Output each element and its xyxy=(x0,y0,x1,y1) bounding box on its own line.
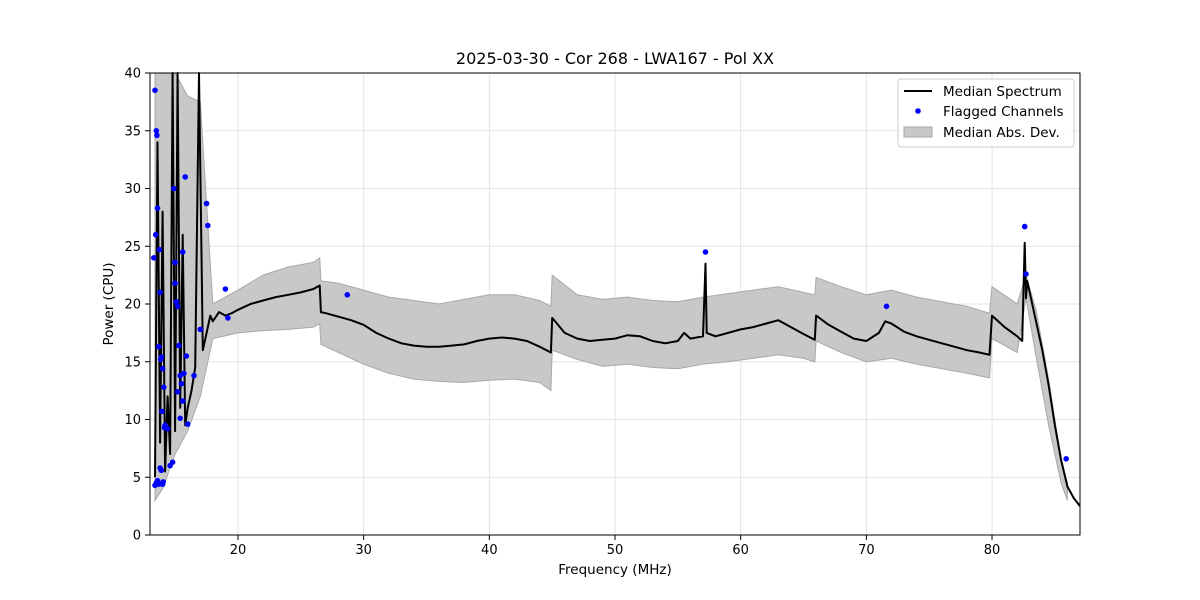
flagged-channel-point xyxy=(154,132,160,139)
y-tick-label: 40 xyxy=(124,67,141,82)
flagged-channel-point xyxy=(151,254,157,261)
median-spectrum-line xyxy=(154,72,1081,507)
median-line-layer xyxy=(154,72,1081,507)
flagged-channel-point xyxy=(154,205,161,211)
x-axis-label: Frequency (MHz) xyxy=(558,562,671,578)
chart-title: 2025-03-30 - Cor 268 - LWA167 - Pol XX xyxy=(456,49,774,68)
flagged-channel-point xyxy=(1063,456,1069,462)
flagged-channel-point xyxy=(174,389,181,395)
x-tick-label: 50 xyxy=(607,543,624,558)
legend-label-median: Median Spectrum xyxy=(943,84,1062,100)
x-tick-label: 40 xyxy=(481,543,498,558)
flagged-channel-point xyxy=(157,356,164,363)
flagged-channel-point xyxy=(172,280,178,287)
flagged-channel-point xyxy=(197,326,204,333)
flagged-channel-point xyxy=(179,249,186,255)
flagged-channel-point xyxy=(205,222,211,229)
mad-band xyxy=(154,72,1068,503)
flagged-channel-point xyxy=(173,298,180,305)
flagged-channel-point xyxy=(169,459,176,466)
flagged-channel-point xyxy=(171,185,177,192)
flagged-channel-point xyxy=(222,286,229,292)
flagged-channel-point xyxy=(177,415,183,422)
y-axis-label: Power (CPU) xyxy=(101,262,117,345)
flagged-channel-point xyxy=(152,87,158,94)
flagged-channel-point xyxy=(161,384,167,391)
x-tick-label: 80 xyxy=(984,543,1001,558)
legend-label-mad: Median Abs. Dev. xyxy=(943,125,1060,141)
flagged-channel-point xyxy=(153,128,160,134)
mad-band-layer xyxy=(154,72,1068,503)
y-tick-label: 0 xyxy=(133,529,141,544)
flagged-channel-point xyxy=(174,303,181,310)
flagged-channel-point xyxy=(182,174,188,180)
legend: Median Spectrum Flagged Channels Median … xyxy=(897,78,1075,148)
x-tick-label: 20 xyxy=(230,543,247,558)
flagged-channel-point xyxy=(184,421,191,427)
flagged-channel-point xyxy=(883,303,890,310)
flagged-points-layer xyxy=(151,87,1069,489)
flagged-channel-point xyxy=(702,249,709,255)
flagged-channel-point xyxy=(178,380,185,387)
flagged-channel-point xyxy=(181,370,187,377)
flagged-channel-point xyxy=(158,467,165,474)
legend-label-flagged: Flagged Channels xyxy=(943,104,1064,120)
flagged-channel-point xyxy=(344,292,351,298)
flagged-channel-point xyxy=(225,315,231,321)
y-ticks: 0 5 10 15 20 25 30 35 40 xyxy=(124,67,150,544)
flagged-channel-point xyxy=(157,289,163,296)
legend-band-swatch xyxy=(903,126,933,138)
flagged-channel-point xyxy=(179,398,186,404)
y-tick-label: 30 xyxy=(124,182,141,197)
flagged-channel-point xyxy=(164,425,171,432)
flagged-channel-point xyxy=(152,231,159,238)
x-tick-label: 30 xyxy=(355,543,372,558)
flagged-channel-point xyxy=(203,200,210,207)
y-tick-label: 5 xyxy=(133,471,141,486)
flagged-channel-point xyxy=(156,343,162,350)
y-tick-label: 10 xyxy=(124,413,141,428)
flagged-channel-point xyxy=(156,246,163,253)
x-tick-label: 70 xyxy=(858,543,875,558)
flagged-channel-point xyxy=(159,408,165,415)
x-ticks: 20 30 40 50 60 70 80 xyxy=(230,535,1001,558)
flagged-channel-point xyxy=(183,353,190,359)
y-tick-label: 20 xyxy=(124,298,141,313)
legend-box xyxy=(897,78,1075,148)
y-tick-label: 35 xyxy=(124,124,141,139)
flagged-channel-point xyxy=(159,365,166,372)
y-tick-label: 15 xyxy=(124,355,141,370)
x-tick-label: 60 xyxy=(732,543,749,558)
legend-dot-swatch xyxy=(915,108,921,114)
flagged-channel-point xyxy=(1023,271,1029,277)
flagged-channel-point xyxy=(172,259,178,266)
flagged-channel-point xyxy=(1021,223,1028,230)
y-tick-label: 25 xyxy=(124,240,141,255)
flagged-channel-point xyxy=(160,479,166,485)
flagged-channel-point xyxy=(191,372,197,379)
flagged-channel-point xyxy=(176,342,182,349)
